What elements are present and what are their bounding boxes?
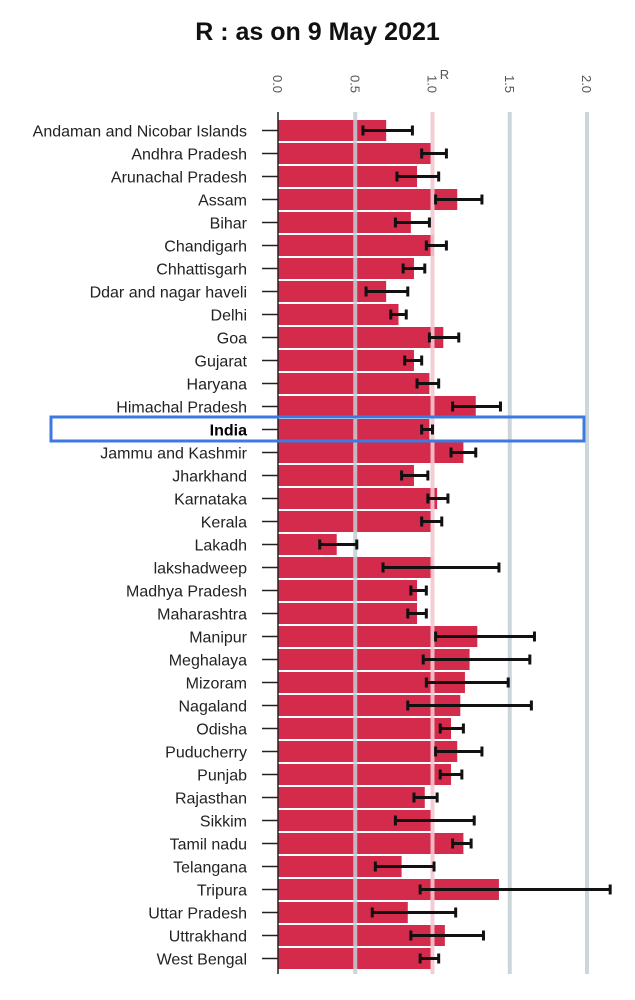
highlight-box [49,415,586,443]
bar [278,902,408,923]
category-label: Puducherry [165,745,247,762]
bar [278,189,458,210]
category-label: Karnataka [174,492,247,509]
x-tick-label: 0.5 [347,75,362,93]
bar [278,120,387,141]
category-label: Tripura [197,883,247,900]
category-label: Lakadh [195,538,248,555]
x-axis-title: R [440,67,449,82]
category-labels: Andaman and Nicobar Islands Andhra Prades… [33,124,248,969]
bar [278,465,414,486]
bar [278,833,464,854]
category-label: Manipur [189,630,247,647]
bar [278,741,458,762]
bar [278,304,399,325]
category-label: Ddar and nagar haveli [90,285,247,302]
category-label: India [210,423,247,440]
category-label: Madhya Pradesh [126,584,247,601]
category-label: Uttrakhand [169,929,247,946]
bar [278,925,445,946]
category-label: Rajasthan [175,791,247,808]
bar [278,787,425,808]
category-label: Sikkim [200,814,247,831]
category-label: Chandigarh [164,239,247,256]
category-label: Gujarat [195,354,248,371]
bar [278,442,464,463]
category-label: Jharkhand [172,469,247,486]
category-label: Himachal Pradesh [116,400,247,417]
category-label: Chhattisgarh [156,262,247,279]
bars-layer [278,120,499,969]
bar [278,350,414,371]
bar [278,856,402,877]
bar [278,396,476,417]
bar [278,327,444,348]
bar [278,718,452,739]
bar [278,212,411,233]
category-label: Andaman and Nicobar Islands [33,124,247,141]
category-label: Punjab [197,768,247,785]
category-label: Kerala [201,515,247,532]
error-bars-layer [318,125,612,964]
x-tick-label: 1.5 [502,75,517,93]
bar [278,281,387,302]
x-tick-label: 0.0 [270,75,285,93]
category-label: Haryana [187,377,248,394]
category-label: Delhi [211,308,247,325]
bar [278,879,499,900]
category-label: Maharashtra [157,607,247,624]
category-label: Tamil nadu [170,837,247,854]
category-label: Arunachal Pradesh [111,170,247,187]
x-tick-label: 1.0 [425,75,440,93]
x-tick-label: 2.0 [579,75,594,93]
category-label: Bihar [210,216,248,233]
bar [278,764,452,785]
category-label: Uttar Pradesh [148,906,247,923]
category-label: lakshadweep [154,561,248,578]
category-label: Telangana [173,860,247,877]
category-label: Goa [217,331,247,348]
category-label: Meghalaya [169,653,247,670]
category-label: Jammu and Kashmir [100,446,247,463]
chart-title: R : as on 9 May 2021 [195,18,440,46]
bar [278,258,414,279]
axis-layer: 0.0 0.5 1.0 1.5 2.0 R [262,67,594,974]
category-label: Assam [198,193,247,210]
bar [278,166,418,187]
category-label: Odisha [196,722,247,739]
bar [278,672,465,693]
bar [278,603,418,624]
bar [278,488,438,509]
bar [278,649,470,670]
bar [278,626,478,647]
bar [278,580,418,601]
category-label: West Bengal [157,952,247,969]
category-label: Nagaland [179,699,248,716]
bar [278,695,461,716]
category-label: Mizoram [186,676,247,693]
category-label: Andhra Pradesh [131,147,247,164]
bar [278,534,337,555]
